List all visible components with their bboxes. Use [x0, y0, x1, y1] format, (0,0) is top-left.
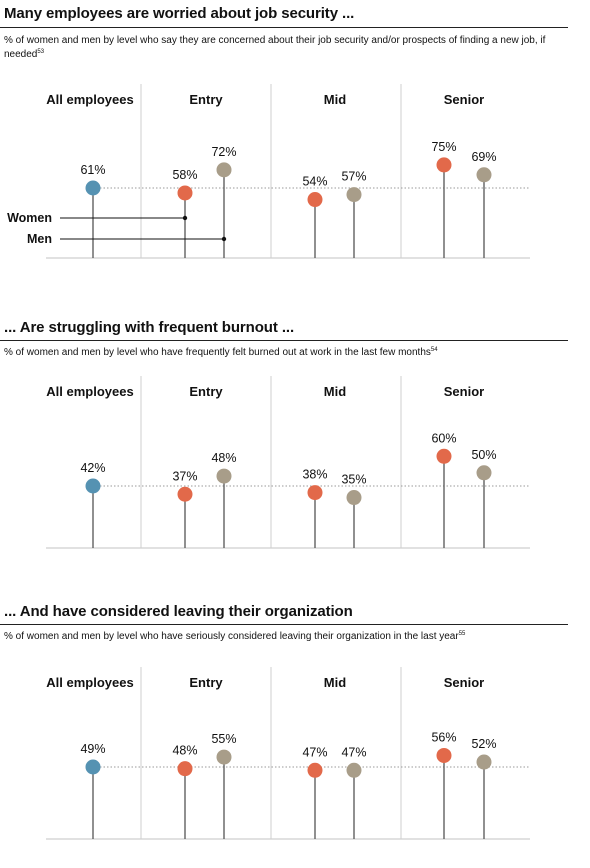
panel-job-security: Many employees are worried about job sec…: [0, 0, 590, 275]
women-entry-label: 37%: [172, 469, 197, 483]
women-entry-dot: [177, 185, 193, 201]
panel-title: ... And have considered leaving their or…: [4, 603, 353, 620]
group-header: Entry: [189, 384, 223, 399]
men-mid-dot: [346, 490, 362, 506]
women-senior-dot: [436, 157, 452, 173]
group-header: Entry: [189, 92, 223, 107]
all-employees-label: 49%: [80, 742, 105, 756]
group-header: Mid: [324, 675, 346, 690]
legend-women: Women: [7, 211, 52, 225]
group-header: Senior: [444, 92, 484, 107]
title-rule: [0, 27, 568, 28]
group-header: Senior: [444, 384, 484, 399]
men-senior-dot: [476, 754, 492, 770]
panel-subtitle: % of women and men by level who have fre…: [4, 346, 574, 360]
men-mid-label: 47%: [341, 745, 366, 759]
women-senior-label: 60%: [431, 431, 456, 445]
panel-subtitle: % of women and men by level who have ser…: [4, 630, 574, 644]
footnote-ref: 53: [37, 49, 45, 55]
panel-leaving: ... And have considered leaving their or…: [0, 597, 590, 867]
men-mid-label: 35%: [341, 473, 366, 487]
group-header: Mid: [324, 92, 346, 107]
all-employees-label: 61%: [80, 163, 105, 177]
women-entry-dot: [177, 486, 193, 502]
women-mid-dot: [307, 192, 323, 208]
lollipop-chart: All employees Entry Mid Senior 42% 37% 38% 60% 4…: [46, 376, 530, 549]
men-entry-dot: [216, 162, 232, 178]
legend-men: Men: [27, 232, 52, 246]
title-rule: [0, 624, 568, 625]
men-senior-label: 52%: [471, 737, 496, 751]
men-mid-dot: [346, 187, 362, 203]
men-senior-dot: [476, 465, 492, 481]
women-senior-dot: [436, 747, 452, 763]
lollipop-chart: All employees Entry Mid Senior 61% 58% 54% 75% 7…: [7, 84, 530, 259]
all-employees-dot: [85, 478, 101, 494]
panel-title: ... Are struggling with frequent burnout…: [4, 319, 295, 336]
group-header: All employees: [46, 384, 133, 399]
women-mid-label: 54%: [302, 175, 327, 189]
group-header: Senior: [444, 675, 484, 690]
men-entry-dot: [216, 468, 232, 484]
men-senior-label: 69%: [471, 150, 496, 164]
women-senior-label: 75%: [431, 140, 456, 154]
men-entry-label: 55%: [211, 732, 236, 746]
legend-men-marker: [221, 236, 227, 242]
all-employees-dot: [85, 759, 101, 775]
men-mid-dot: [346, 762, 362, 778]
men-entry-dot: [216, 749, 232, 765]
men-entry-label: 72%: [211, 145, 236, 159]
footnote-ref: 54: [430, 347, 438, 353]
men-mid-label: 57%: [341, 170, 366, 184]
subtitle-text: % of women and men by level who have fre…: [4, 347, 431, 358]
lollipop-chart: All employees Entry Mid Senior 49% 48% 47% 56% 5…: [46, 667, 530, 840]
all-employees-label: 42%: [80, 461, 105, 475]
subtitle-text: % of women and men by level who say they…: [4, 35, 546, 60]
subtitle-text: % of women and men by level who have ser…: [4, 631, 459, 642]
women-mid-label: 47%: [302, 745, 327, 759]
men-senior-dot: [476, 167, 492, 183]
panel-subtitle: % of women and men by level who say they…: [4, 34, 574, 62]
group-header: Mid: [324, 384, 346, 399]
footnote-ref: 55: [458, 631, 466, 637]
women-entry-label: 58%: [172, 168, 197, 182]
women-mid-label: 38%: [302, 468, 327, 482]
women-entry-label: 48%: [172, 744, 197, 758]
legend-women-marker: [182, 215, 188, 221]
all-employees-dot: [85, 180, 101, 196]
group-header: All employees: [46, 675, 133, 690]
panel-burnout: ... Are struggling with frequent burnout…: [0, 312, 590, 572]
panel-title: Many employees are worried about job sec…: [4, 5, 355, 22]
women-mid-dot: [307, 485, 323, 501]
men-senior-label: 50%: [471, 448, 496, 462]
title-rule: [0, 340, 568, 341]
women-entry-dot: [177, 761, 193, 777]
women-senior-label: 56%: [431, 730, 456, 744]
women-senior-dot: [436, 448, 452, 464]
women-mid-dot: [307, 762, 323, 778]
group-header: Entry: [189, 675, 223, 690]
group-header: All employees: [46, 92, 133, 107]
men-entry-label: 48%: [211, 451, 236, 465]
